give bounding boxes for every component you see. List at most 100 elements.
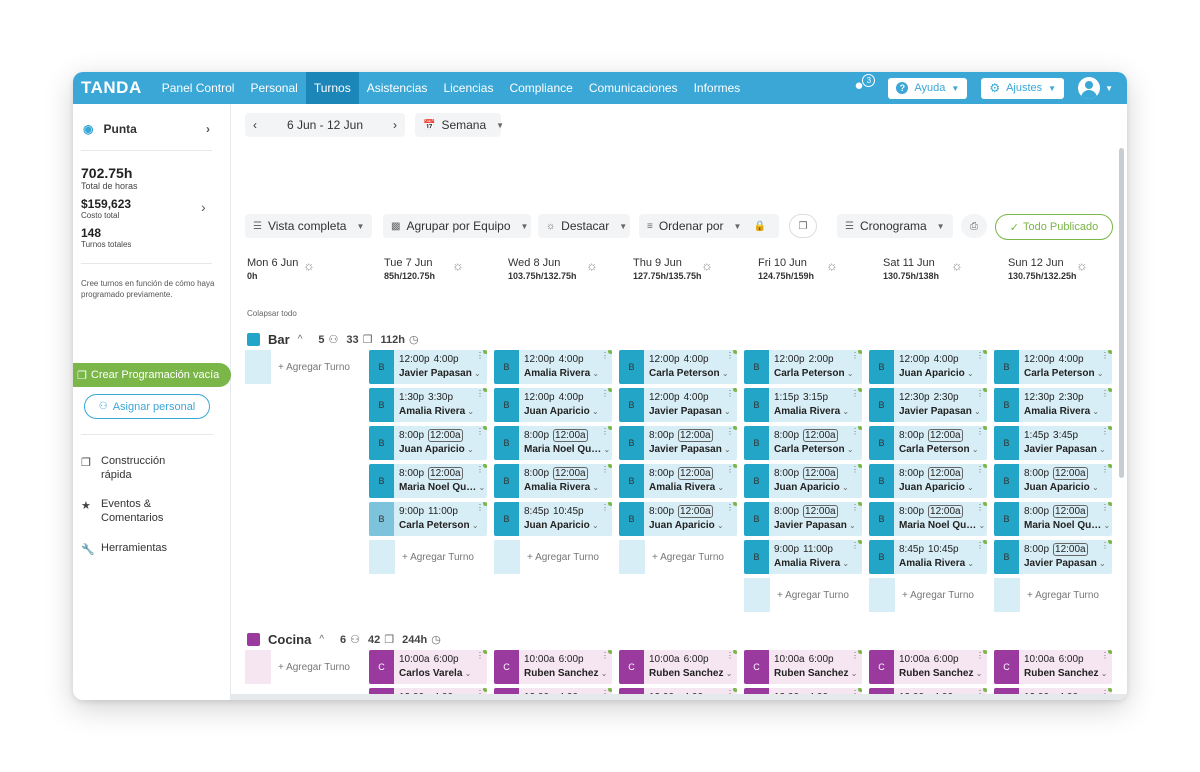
more-options-icon[interactable]: ⋮: [476, 389, 484, 398]
day-header[interactable]: Mon 6 Jun 0h ☼: [247, 257, 315, 283]
help-button[interactable]: ? Ayuda ▼: [888, 77, 968, 99]
more-options-icon[interactable]: ⋮: [601, 389, 609, 398]
shift-card[interactable]: C 10:00a 6:00p Ruben Sanchez ⌄ ⋮: [494, 650, 612, 684]
shift-employee[interactable]: Amalia Rivera ⌄: [774, 406, 862, 417]
next-week-icon[interactable]: ›: [393, 118, 397, 132]
more-options-icon[interactable]: ⋮: [601, 651, 609, 660]
more-options-icon[interactable]: ⋮: [851, 351, 859, 360]
shift-card[interactable]: B 8:00p 12:00a Javier Papasan ⌄ ⋮: [744, 502, 862, 536]
more-options-icon[interactable]: ⋮: [1101, 465, 1109, 474]
day-header[interactable]: Thu 9 Jun 127.75h/135.75h ☼: [633, 257, 713, 283]
shift-card[interactable]: C 10:00a 6:00p Carlos Varela ⌄ ⋮: [369, 650, 487, 684]
shift-card[interactable]: B 8:00p 12:00a Juan Aparicio ⌄ ⋮: [744, 464, 862, 498]
day-header[interactable]: Tue 7 Jun 85h/120.75h ☼: [384, 257, 464, 283]
shift-employee[interactable]: Ruben Sanchez ⌄: [1024, 668, 1112, 679]
shift-employee[interactable]: Amalia Rivera ⌄: [524, 482, 612, 493]
shift-card[interactable]: B 8:00p 12:00a Maria Noel Qu… ⌄ ⋮: [869, 502, 987, 536]
shift-employee[interactable]: Carla Peterson ⌄: [899, 444, 987, 455]
more-options-icon[interactable]: ⋮: [976, 389, 984, 398]
shift-employee[interactable]: Ruben Sanchez ⌄: [899, 668, 987, 679]
more-options-icon[interactable]: ⋮: [976, 651, 984, 660]
more-options-icon[interactable]: ⋮: [726, 503, 734, 512]
more-options-icon[interactable]: ⋮: [726, 389, 734, 398]
shift-card[interactable]: B 9:00p 11:00p Carla Peterson ⌄ ⋮: [369, 502, 487, 536]
shift-employee[interactable]: Javier Papasan ⌄: [1024, 558, 1112, 569]
shift-card[interactable]: B 8:00p 12:00a Amalia Rivera ⌄ ⋮: [619, 464, 737, 498]
shift-card[interactable]: B 8:00p 12:00a Carla Peterson ⌄ ⋮: [744, 426, 862, 460]
shift-card[interactable]: B 1:30p 3:30p Amalia Rivera ⌄ ⋮: [369, 388, 487, 422]
create-empty-schedule-button[interactable]: ❐ Crear Programación vacía: [73, 363, 231, 387]
nav-item[interactable]: Comunicaciones: [588, 81, 678, 95]
shift-employee[interactable]: Carla Peterson ⌄: [399, 520, 487, 531]
shift-employee[interactable]: Juan Aparicio ⌄: [899, 368, 987, 379]
shift-card[interactable]: B 8:00p 12:00a Maria Noel Qu… ⌄ ⋮: [994, 502, 1112, 536]
more-options-icon[interactable]: ⋮: [1101, 389, 1109, 398]
shift-card[interactable]: B 12:00p 4:00p Carla Peterson ⌄ ⋮: [994, 350, 1112, 384]
add-shift-cell[interactable]: + Agregar Turno: [869, 578, 985, 612]
shift-card[interactable]: B 8:00p 12:00a Juan Aparicio ⌄ ⋮: [619, 502, 737, 536]
shift-card[interactable]: C 10:00a 6:00p Ruben Sanchez ⌄ ⋮: [994, 650, 1112, 684]
more-options-icon[interactable]: ⋮: [851, 541, 859, 550]
more-options-icon[interactable]: ⋮: [851, 690, 859, 698]
more-options-icon[interactable]: ⋮: [851, 389, 859, 398]
shift-card[interactable]: B 12:00p 4:00p Juan Aparicio ⌄ ⋮: [494, 388, 612, 422]
shift-card[interactable]: B 8:00p 12:00a Javier Papasan ⌄ ⋮: [619, 426, 737, 460]
more-options-icon[interactable]: ⋮: [476, 651, 484, 660]
shift-card[interactable]: B 12:00p 4:00p Javier Papasan ⌄ ⋮: [619, 388, 737, 422]
add-shift-cell[interactable]: + Agregar Turno: [619, 540, 735, 574]
shift-employee[interactable]: Ruben Sanchez ⌄: [774, 668, 862, 679]
shift-employee[interactable]: Juan Aparicio ⌄: [1024, 482, 1112, 493]
more-options-icon[interactable]: ⋮: [726, 351, 734, 360]
shift-card[interactable]: B 8:00p 12:00a Juan Aparicio ⌄ ⋮: [369, 426, 487, 460]
shift-card[interactable]: B 12:00p 4:00p Juan Aparicio ⌄ ⋮: [869, 350, 987, 384]
add-shift-cell[interactable]: + Agregar Turno: [245, 650, 361, 684]
horizontal-scrollbar[interactable]: [231, 694, 1127, 700]
more-options-icon[interactable]: ⋮: [1101, 503, 1109, 512]
layout-select[interactable]: ☰ Cronograma ▼: [837, 214, 953, 238]
shift-employee[interactable]: Javier Papasan ⌄: [1024, 444, 1112, 455]
nav-item[interactable]: Informes: [693, 81, 741, 95]
view-select[interactable]: ☰ Vista completa ▼: [245, 214, 372, 238]
shift-employee[interactable]: Maria Noel Qu… ⌄: [1024, 520, 1112, 531]
all-published-button[interactable]: ✓ Todo Publicado: [995, 214, 1113, 240]
location-selector[interactable]: ◉ Punta ›: [73, 104, 230, 136]
more-options-icon[interactable]: ⋮: [476, 690, 484, 698]
shift-employee[interactable]: Amalia Rivera ⌄: [1024, 406, 1112, 417]
more-options-icon[interactable]: ⋮: [726, 690, 734, 698]
more-options-icon[interactable]: ⋮: [1101, 651, 1109, 660]
shift-card[interactable]: B 1:45p 3:45p Javier Papasan ⌄ ⋮: [994, 426, 1112, 460]
more-options-icon[interactable]: ⋮: [476, 465, 484, 474]
chevron-up-icon[interactable]: ^: [297, 334, 303, 345]
day-header[interactable]: Wed 8 Jun 103.75h/132.75h ☼: [508, 257, 598, 283]
collapse-all-link[interactable]: Colapsar todo: [247, 309, 297, 318]
total-cost[interactable]: $159,623 Costo total ›: [73, 197, 230, 220]
shift-card[interactable]: B 8:00p 12:00a Amalia Rivera ⌄ ⋮: [494, 464, 612, 498]
shift-card[interactable]: B 8:00p 12:00a Juan Aparicio ⌄ ⋮: [869, 464, 987, 498]
shift-employee[interactable]: Carla Peterson ⌄: [774, 368, 862, 379]
more-options-icon[interactable]: ⋮: [1101, 690, 1109, 698]
more-options-icon[interactable]: ⋮: [601, 465, 609, 474]
period-select[interactable]: 📅 Semana ▼: [415, 113, 504, 137]
more-options-icon[interactable]: ⋮: [976, 351, 984, 360]
chevron-up-icon[interactable]: ^: [319, 634, 325, 645]
shift-card[interactable]: B 8:45p 10:45p Amalia Rivera ⌄ ⋮: [869, 540, 987, 574]
more-options-icon[interactable]: ⋮: [976, 690, 984, 698]
shift-card[interactable]: B 12:00p 4:00p Javier Papasan ⌄ ⋮: [369, 350, 487, 384]
more-options-icon[interactable]: ⋮: [476, 351, 484, 360]
shift-card[interactable]: B 8:00p 12:00a Maria Noel Qu… ⌄ ⋮: [494, 426, 612, 460]
shift-card[interactable]: C 10:00a 6:00p Ruben Sanchez ⌄ ⋮: [869, 650, 987, 684]
add-shift-cell[interactable]: + Agregar Turno: [245, 350, 361, 384]
more-options-icon[interactable]: ⋮: [601, 690, 609, 698]
shift-employee[interactable]: Juan Aparicio ⌄: [524, 406, 612, 417]
shift-card[interactable]: B 12:00p 4:00p Carla Peterson ⌄ ⋮: [619, 350, 737, 384]
copy-button[interactable]: ❐: [789, 214, 817, 238]
shift-card[interactable]: C 10:00a 6:00p Ruben Sanchez ⌄ ⋮: [619, 650, 737, 684]
shift-card[interactable]: B 8:00p 12:00a Juan Aparicio ⌄ ⋮: [994, 464, 1112, 498]
more-options-icon[interactable]: ⋮: [851, 465, 859, 474]
more-options-icon[interactable]: ⋮: [851, 427, 859, 436]
shift-card[interactable]: B 8:00p 12:00a Carla Peterson ⌄ ⋮: [869, 426, 987, 460]
add-shift-cell[interactable]: + Agregar Turno: [744, 578, 860, 612]
tools-tool[interactable]: 🔧 Herramientas: [81, 541, 167, 557]
shift-card[interactable]: B 8:00p 12:00a Maria Noel Qu… ⌄ ⋮: [369, 464, 487, 498]
shift-employee[interactable]: Amalia Rivera ⌄: [899, 558, 987, 569]
